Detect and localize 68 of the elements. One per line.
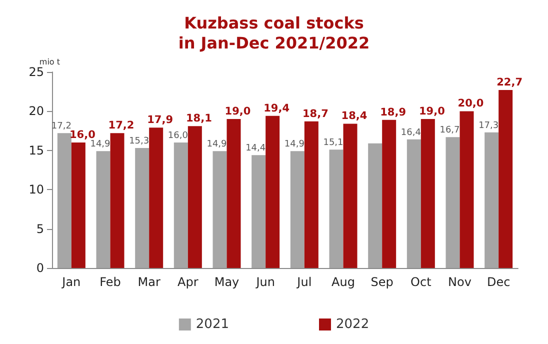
data-label: 19,0 bbox=[418, 106, 445, 118]
data-label: 16,0 bbox=[168, 131, 188, 142]
x-tick-label: Jul bbox=[296, 275, 312, 289]
data-label: 17,9 bbox=[147, 114, 174, 126]
y-tick-label: 20 bbox=[28, 104, 44, 118]
bar bbox=[57, 133, 72, 268]
x-tick-label: Aug bbox=[332, 275, 355, 289]
x-tick-label: Oct bbox=[410, 275, 432, 289]
data-label: 20,0 bbox=[458, 98, 484, 110]
bar bbox=[71, 142, 86, 268]
x-tick-label: Nov bbox=[448, 275, 472, 289]
data-label: 17,2 bbox=[108, 120, 134, 132]
data-label: 14,4 bbox=[246, 144, 266, 154]
data-label: 19,0 bbox=[224, 106, 251, 118]
data-label: 16,4 bbox=[400, 128, 422, 138]
y-tick-label: 5 bbox=[36, 222, 44, 236]
bar bbox=[212, 151, 227, 268]
data-label: 17,3 bbox=[478, 120, 499, 131]
x-tick-label: Sep bbox=[370, 275, 394, 289]
bar bbox=[446, 137, 460, 268]
x-tick-label: Jan bbox=[61, 275, 81, 289]
bar bbox=[498, 90, 513, 268]
data-label: 18,4 bbox=[341, 110, 368, 122]
x-tick-label: Feb bbox=[100, 275, 121, 289]
bar bbox=[420, 119, 435, 268]
x-tick-label: Dec bbox=[486, 275, 510, 289]
x-tick-label: Mar bbox=[138, 275, 160, 289]
bar bbox=[252, 155, 266, 268]
data-label: 22,7 bbox=[496, 76, 523, 89]
data-label: 14,9 bbox=[284, 140, 305, 150]
y-tick-label: 10 bbox=[28, 182, 44, 197]
bar bbox=[96, 151, 110, 268]
bar bbox=[382, 120, 396, 268]
data-label: 19,4 bbox=[264, 102, 290, 114]
y-tick-label: 15 bbox=[28, 143, 44, 158]
bar bbox=[266, 116, 280, 268]
x-tick-label: Jun bbox=[255, 275, 275, 289]
bar bbox=[174, 142, 188, 268]
y-tick-label: 25 bbox=[28, 65, 44, 79]
data-label: 18,7 bbox=[302, 108, 328, 120]
bar bbox=[290, 151, 304, 268]
data-label: 14,9 bbox=[90, 140, 111, 150]
x-tick-label: May bbox=[214, 275, 240, 289]
data-label: 14,9 bbox=[206, 140, 228, 150]
data-label: 15,1 bbox=[323, 138, 344, 148]
legend-label: 2022 bbox=[336, 317, 370, 332]
data-label: 15,3 bbox=[129, 136, 150, 147]
bar bbox=[329, 150, 344, 268]
bar bbox=[484, 132, 499, 268]
legend-label: 2021 bbox=[196, 317, 230, 332]
bar bbox=[368, 143, 382, 268]
bar bbox=[110, 133, 124, 268]
bar bbox=[304, 121, 318, 268]
x-tick-label: Apr bbox=[178, 275, 198, 289]
bar bbox=[149, 128, 164, 268]
y-axis-title: mio t bbox=[39, 58, 60, 66]
bar bbox=[188, 126, 202, 268]
data-label: 18,1 bbox=[186, 112, 212, 125]
bar bbox=[460, 111, 474, 268]
data-label: 18,9 bbox=[380, 106, 406, 118]
y-tick-label: 0 bbox=[36, 261, 44, 275]
data-label: 16,0 bbox=[69, 129, 96, 142]
bar bbox=[135, 148, 150, 268]
chart-title: Kuzbass coal stocks in Jan-Dec 2021/2022 bbox=[178, 14, 370, 52]
data-label: 16,7 bbox=[440, 126, 460, 136]
bar bbox=[226, 119, 241, 268]
bar bbox=[343, 124, 358, 268]
bar bbox=[406, 139, 421, 268]
